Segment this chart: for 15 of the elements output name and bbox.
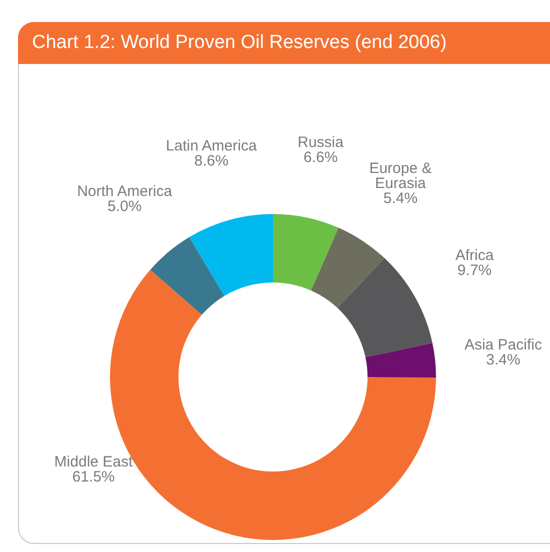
data-label: 6.6% [303, 149, 338, 166]
data-label: 5.4% [383, 190, 418, 207]
slice-label: Asia Pacific [464, 336, 542, 354]
slice-label: North America [77, 183, 173, 200]
data-label: 9.7% [457, 262, 492, 279]
slice-label: Africa [455, 246, 494, 264]
slice-label: Latin America [166, 138, 258, 155]
data-label: 61.5% [72, 468, 115, 486]
chart-title: Chart 1.2: World Proven Oil Reserves (end 2006) [18, 22, 550, 64]
data-label: 3.4% [486, 352, 520, 369]
slice-label: Russia [298, 134, 344, 152]
data-label: 5.0% [107, 198, 142, 216]
slice-label: Europe & Eurasia [369, 160, 432, 192]
data-label: 8.6% [194, 152, 228, 170]
slice-label: Middle East [54, 454, 134, 471]
